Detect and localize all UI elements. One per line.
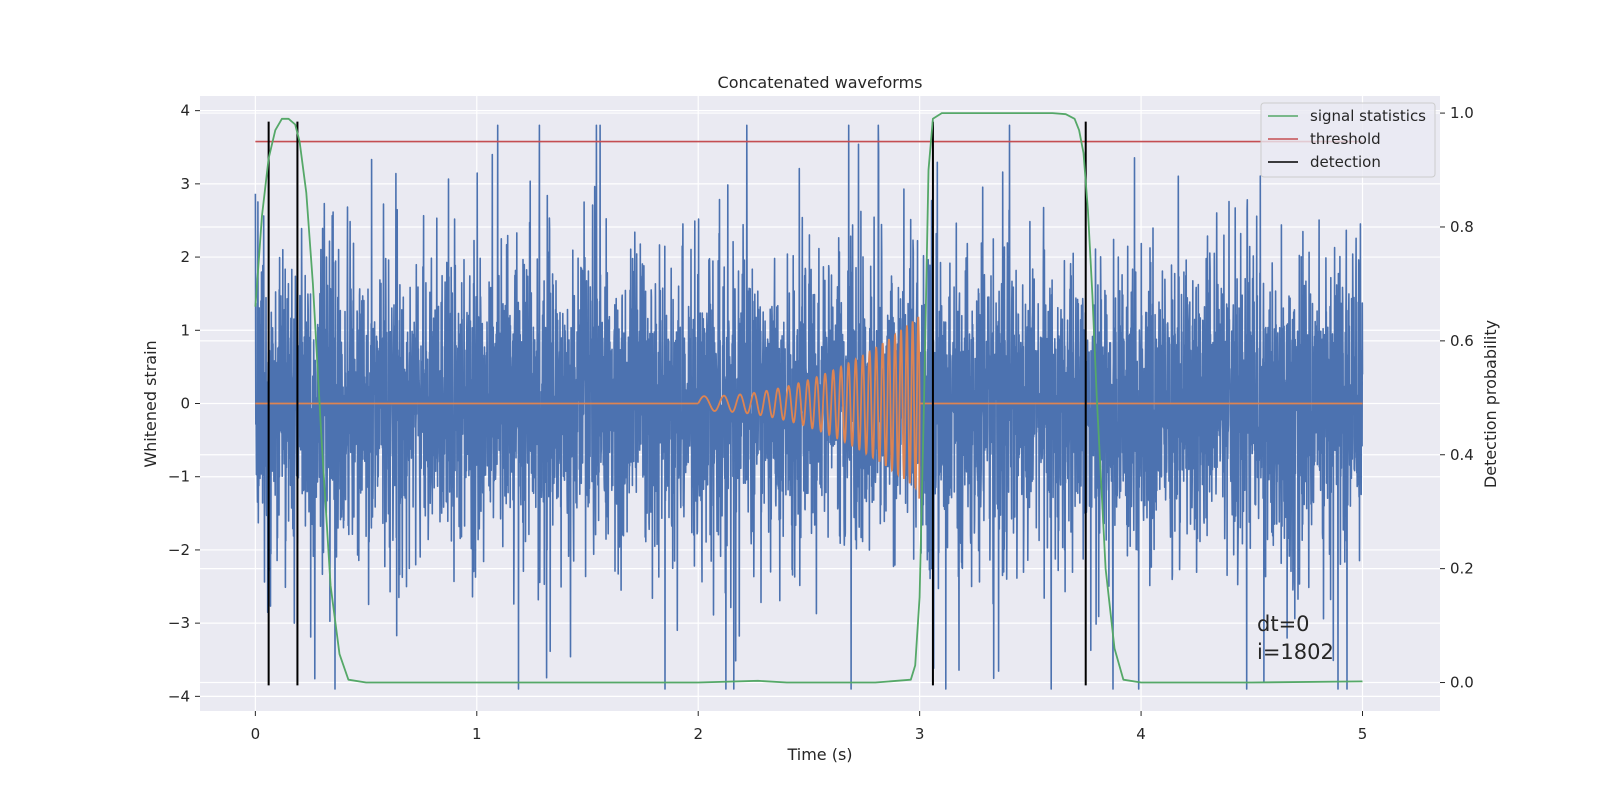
legend-box [1260,102,1436,178]
y2-tick-label: 0.4 [1450,446,1474,464]
y2-axis-label: Detection probability [1481,320,1500,488]
annotation-dt: dt=0 [1257,612,1310,636]
chart-title: Concatenated waveforms [718,73,923,92]
y2-tick-label: 1.0 [1450,104,1474,122]
detection-lines [267,121,1087,686]
y2-tick-label: 0.2 [1450,560,1474,578]
y-tick-label: 3 [180,175,190,193]
signal-statistics-series [254,112,1363,684]
x-tick-label: 2 [693,725,703,743]
y2-tick-label: 0.8 [1450,218,1474,236]
legend: signal statistics threshold detection [1260,102,1436,178]
y-tick-label: 2 [180,248,190,266]
noise-series [254,124,1364,690]
legend-label-signal-statistics: signal statistics [1310,107,1426,125]
y2-tick-label: 0.6 [1450,332,1474,350]
x-axis-ticks: 0 1 2 3 4 5 [251,711,1368,743]
x-tick-label: 5 [1358,725,1368,743]
y-axis-ticks: −4 −3 −2 −1 0 1 2 3 4 [168,102,200,705]
signal-statistics-line [254,112,1363,684]
x-tick-label: 4 [1136,725,1146,743]
y-tick-label: −1 [168,468,190,486]
y-tick-label: 4 [180,102,190,120]
y-tick-label: −3 [168,614,190,632]
y-axis-label: Whitened strain [141,340,160,467]
noise-line [254,124,1364,690]
y-tick-label: 1 [180,321,190,339]
legend-label-detection: detection [1310,153,1381,171]
x-tick-label: 1 [472,725,482,743]
x-tick-label: 3 [915,725,925,743]
legend-label-threshold: threshold [1310,130,1381,148]
chirp-line [697,316,921,499]
y-tick-label: −4 [168,687,190,705]
x-axis-label: Time (s) [786,745,852,764]
chirp-series [255,316,1363,499]
y-tick-label: −2 [168,541,190,559]
y2-axis-ticks: 0.0 0.2 0.4 0.6 0.8 1.0 [1440,104,1474,692]
y2-tick-label: 0.0 [1450,674,1474,692]
annotation-index: i=1802 [1257,640,1334,664]
y-tick-label: 0 [180,395,190,413]
x-tick-label: 0 [251,725,261,743]
